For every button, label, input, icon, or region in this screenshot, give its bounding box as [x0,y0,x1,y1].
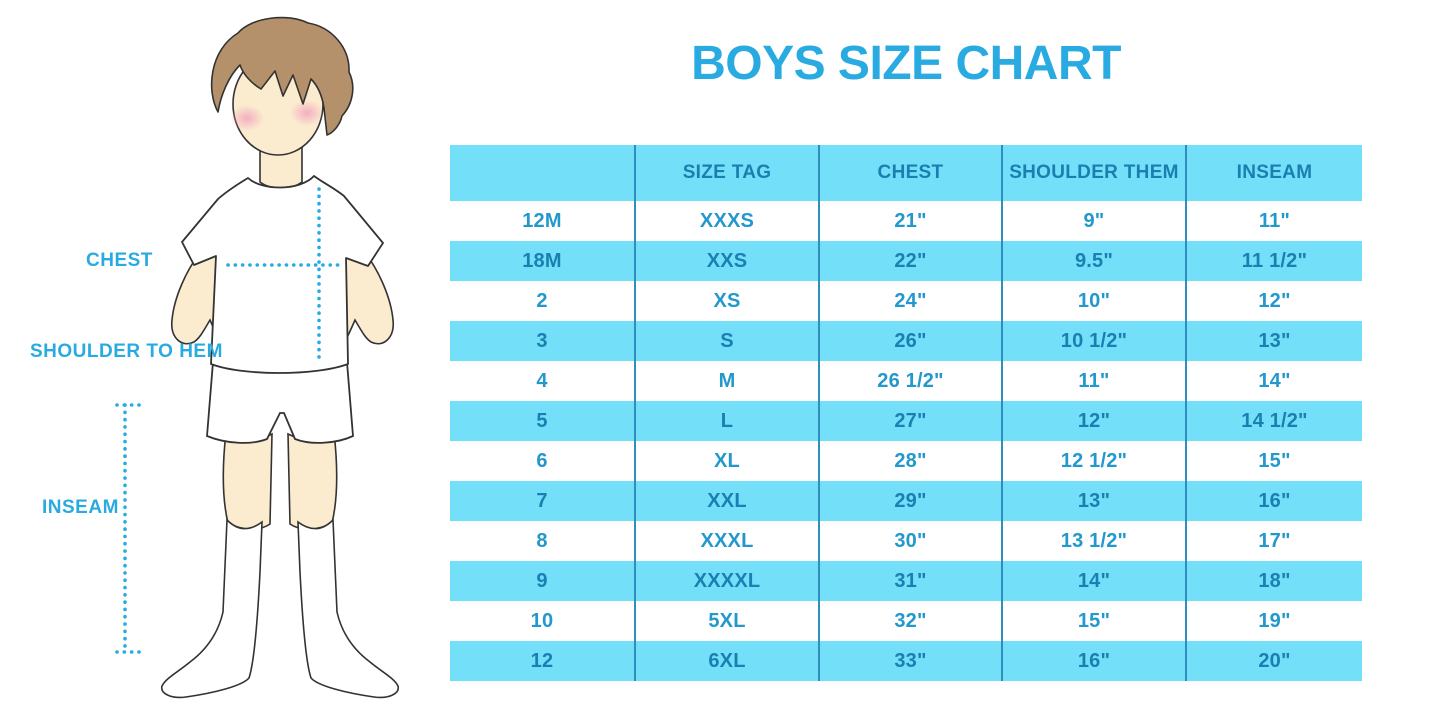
cell-chest: 29" [818,481,1001,521]
cell-size: 2 [536,289,548,312]
cell-inseam: 17" [1185,521,1362,561]
inseam-measure-line [115,403,142,654]
cell-chest: 21" [818,201,1001,241]
table-body: 12M XXXS 21" 9" 11" 18M XXS 22" 9.5" 11 … [450,201,1362,681]
boy-right-thigh [287,430,338,530]
cell-size: 18M [522,249,562,272]
cell-size: 10 [530,609,554,632]
cell-shoulder-them: 15" [1001,601,1185,641]
size-table: SIZE TAG CHEST SHOULDER THEM INSEAM 12M … [450,145,1362,681]
cell-size-tag: XXXS [634,201,818,241]
cell-chest: 33" [818,641,1001,681]
cell-chest: 22" [818,241,1001,281]
cell-chest: 27" [818,401,1001,441]
cell-inseam: 14 1/2" [1185,401,1362,441]
cell-inseam: 16" [1185,481,1362,521]
cell-size: 3 [536,329,548,352]
table-row: 9 XXXXL 31" 14" 18" [450,561,1362,601]
cell-size: 12 [530,649,554,672]
cell-inseam: 11" [1185,201,1362,241]
cell-size: 4 [536,369,548,392]
header-cell-size-tag: SIZE TAG [634,145,818,201]
table-row: 10 5XL 32" 15" 19" [450,601,1362,641]
table-row: 12 6XL 33" 16" 20" [450,641,1362,681]
cell-shoulder-them: 11" [1001,361,1185,401]
boy-hair [210,16,354,136]
cell-shoulder-them: 9.5" [1001,241,1185,281]
cell-shoulder-them: 12" [1001,401,1185,441]
cell-size-tag: S [634,321,818,361]
table-row: 6 XL 28" 12 1/2" 15" [450,441,1362,481]
cell-size: 6 [536,449,548,472]
table-row: 4 M 26 1/2" 11" 14" [450,361,1362,401]
chest-label: CHEST [86,250,153,271]
boy-right-cheek-blush [290,100,324,126]
table-row: 8 XXXL 30" 13 1/2" 17" [450,521,1362,561]
cell-chest: 30" [818,521,1001,561]
header-cell-size [450,145,634,201]
cell-size-tag: L [634,401,818,441]
page-title: BOYS SIZE CHART [691,37,1121,90]
cell-shoulder-them: 16" [1001,641,1185,681]
cell-size-tag: XL [634,441,818,481]
cell-inseam: 20" [1185,641,1362,681]
boy-left-cheek-blush [230,105,264,131]
cell-inseam: 12" [1185,281,1362,321]
boy-tshirt [181,175,384,374]
cell-chest: 28" [818,441,1001,481]
cell-inseam: 15" [1185,441,1362,481]
cell-shoulder-them: 10" [1001,281,1185,321]
table-row: 12M XXXS 21" 9" 11" [450,201,1362,241]
cell-shoulder-them: 13" [1001,481,1185,521]
cell-shoulder-them: 13 1/2" [1001,521,1185,561]
cell-size-tag: M [634,361,818,401]
inseam-label: INSEAM [42,497,119,518]
shoulder-to-hem-label: SHOULDER TO HEM [30,341,223,362]
table-row: 7 XXL 29" 13" 16" [450,481,1362,521]
header-cell-shoulder-them: SHOULDER THEM [1001,145,1185,201]
cell-chest: 24" [818,281,1001,321]
cell-size-tag: 5XL [634,601,818,641]
table-row: 2 XS 24" 10" 12" [450,281,1362,321]
cell-size: 9 [536,569,548,592]
cell-size-tag: XXXL [634,521,818,561]
cell-size-tag: XXS [634,241,818,281]
cell-size-tag: XS [634,281,818,321]
table-row: 5 L 27" 12" 14 1/2" [450,401,1362,441]
cell-size-tag: 6XL [634,641,818,681]
cell-shoulder-them: 12 1/2" [1001,441,1185,481]
cell-inseam: 13" [1185,321,1362,361]
header-cell-chest: CHEST [818,145,1001,201]
boy-figure-illustration: CHEST SHOULDER TO HEM INSEAM [0,0,450,723]
cell-inseam: 11 1/2" [1185,241,1362,281]
cell-shoulder-them: 14" [1001,561,1185,601]
boy-figure-svg [115,16,399,699]
cell-size: 5 [536,409,548,432]
cell-size-tag: XXL [634,481,818,521]
table-header-row: SIZE TAG CHEST SHOULDER THEM INSEAM [450,145,1362,201]
cell-shoulder-them: 9" [1001,201,1185,241]
cell-size: 8 [536,529,548,552]
cell-chest: 26 1/2" [818,361,1001,401]
cell-inseam: 18" [1185,561,1362,601]
cell-size: 12M [522,209,562,232]
boy-left-thigh [222,430,273,530]
cell-inseam: 14" [1185,361,1362,401]
table-row: 3 S 26" 10 1/2" 13" [450,321,1362,361]
cell-size: 7 [536,489,548,512]
table-row: 18M XXS 22" 9.5" 11 1/2" [450,241,1362,281]
cell-inseam: 19" [1185,601,1362,641]
cell-chest: 32" [818,601,1001,641]
cell-size-tag: XXXXL [634,561,818,601]
cell-chest: 31" [818,561,1001,601]
cell-shoulder-them: 10 1/2" [1001,321,1185,361]
header-cell-inseam: INSEAM [1185,145,1362,201]
boy-left-sock [161,518,263,699]
boy-right-sock [297,518,399,699]
cell-chest: 26" [818,321,1001,361]
